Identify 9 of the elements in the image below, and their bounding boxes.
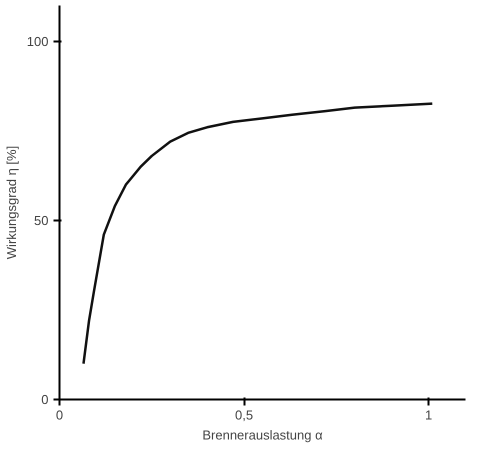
x-axis-title: Brennerauslastung α [202,428,324,442]
y-tick-label: 100 [26,34,49,49]
line-series [82,102,434,365]
x-tick-label: 0 [56,408,64,422]
x-tick-label: 0,5 [235,408,254,422]
x-tick-label: 1 [424,408,432,422]
y-tick-label: 0 [41,392,49,407]
y-tick-label: 50 [34,212,49,228]
y-axis-title: Wirkungsgrad η [%] [4,146,19,260]
